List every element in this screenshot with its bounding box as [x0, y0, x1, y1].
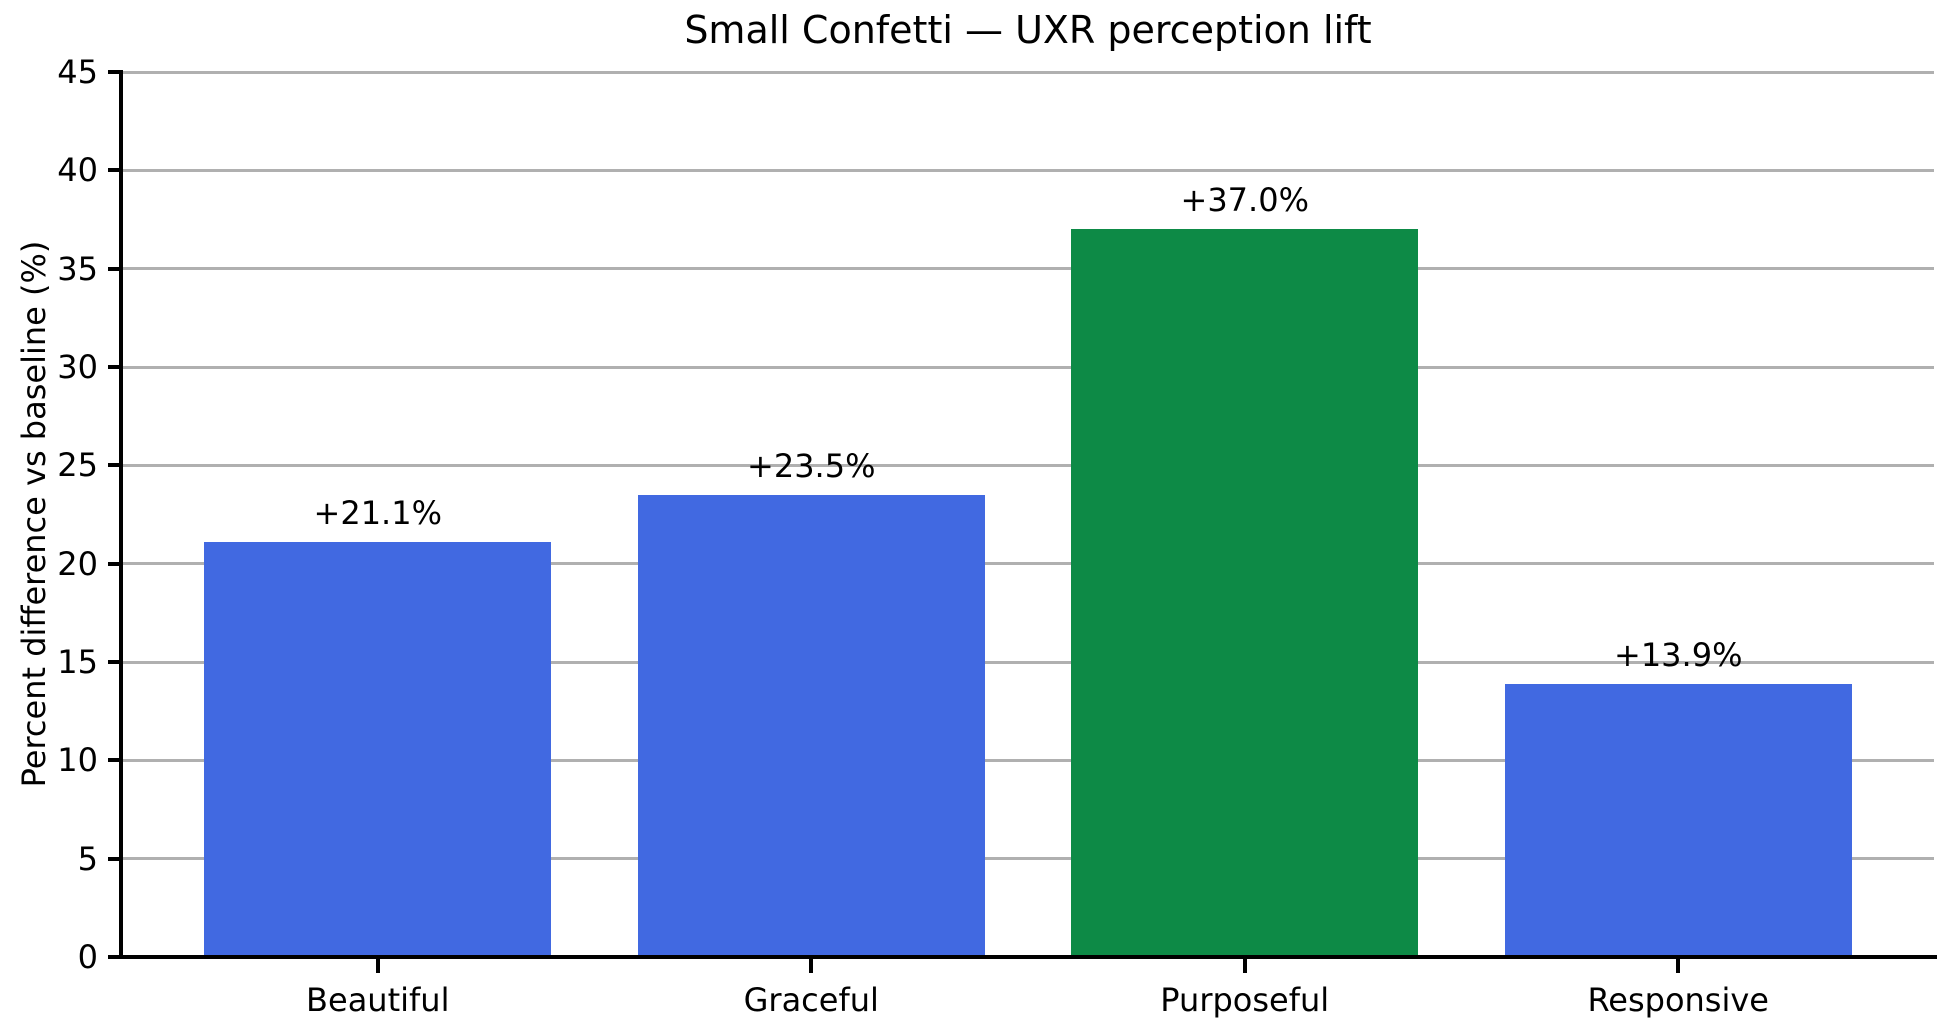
- y-tick-mark: [108, 955, 122, 959]
- y-tick-mark: [108, 856, 122, 861]
- y-tick-label: 30: [57, 348, 98, 386]
- bar-graceful: [637, 494, 985, 957]
- y-tick-mark: [108, 660, 122, 664]
- bar-purposeful: [1071, 229, 1419, 957]
- y-tick-label: 35: [57, 249, 98, 288]
- x-tick-mark: [1242, 959, 1247, 973]
- x-tick-mark: [375, 959, 380, 973]
- bar-value-label-beautiful: +21.1%: [313, 494, 442, 533]
- bar-value-label-purposeful: +37.0%: [1180, 181, 1309, 220]
- bar-beautiful: [204, 542, 552, 957]
- y-axis-label: Percent difference vs baseline (%): [15, 240, 53, 788]
- chart-title: Small Confetti — UXR perception lift: [684, 8, 1372, 52]
- y-tick-mark: [108, 365, 122, 369]
- x-tick-mark: [1676, 959, 1681, 973]
- gridline-y25: [122, 463, 1934, 467]
- bar-value-label-graceful: +23.5%: [747, 446, 876, 485]
- y-tick-label: 0: [77, 938, 98, 976]
- y-tick-label: 15: [57, 643, 98, 681]
- y-tick-mark: [108, 463, 122, 468]
- gridline-y45: [122, 70, 1934, 74]
- y-tick-mark: [108, 266, 122, 271]
- y-tick-mark: [108, 70, 122, 74]
- x-tick-label-graceful: Graceful: [743, 981, 879, 1019]
- y-tick-mark: [108, 561, 122, 566]
- gridline-y15: [122, 660, 1934, 664]
- x-tick-mark: [809, 959, 814, 973]
- gridline-y35: [122, 267, 1934, 271]
- bar-responsive: [1504, 683, 1852, 957]
- x-tick-label-purposeful: Purposeful: [1160, 981, 1330, 1019]
- y-tick-label: 40: [57, 151, 98, 190]
- x-tick-label-responsive: Responsive: [1587, 981, 1769, 1019]
- y-tick-label: 20: [57, 544, 98, 583]
- y-tick-label: 5: [77, 839, 98, 878]
- gridline-y10: [122, 758, 1934, 762]
- y-tick-mark: [108, 758, 122, 763]
- y-tick-label: 10: [57, 741, 98, 780]
- gridline-y40: [122, 168, 1934, 172]
- y-tick-mark: [108, 168, 122, 173]
- y-tick-label: 25: [57, 446, 98, 485]
- x-axis-spine: [119, 955, 1937, 959]
- y-tick-label: 45: [57, 53, 98, 91]
- gridline-y30: [122, 365, 1934, 369]
- x-tick-label-beautiful: Beautiful: [306, 981, 450, 1019]
- gridline-y20: [122, 562, 1934, 566]
- gridline-y5: [122, 857, 1934, 861]
- y-axis-spine: [119, 70, 123, 959]
- bar-value-label-responsive: +13.9%: [1614, 635, 1743, 674]
